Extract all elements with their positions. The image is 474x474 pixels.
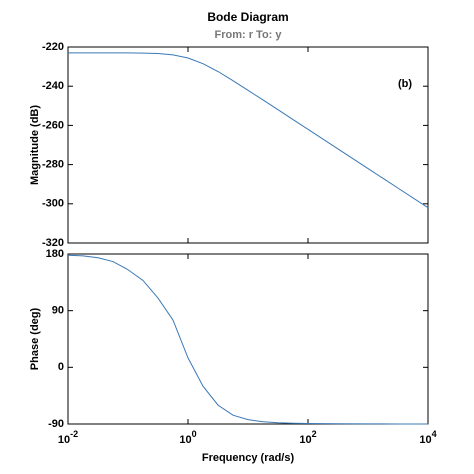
chart-subtitle: From: r To: y	[214, 29, 282, 41]
y-tick-label: 0	[58, 361, 64, 373]
x-tick-base: 10	[58, 434, 70, 446]
y-tick-label: -280	[42, 159, 64, 171]
x-tick-label: 10-2	[58, 429, 78, 446]
x-axis-label: Frequency (rad/s)	[202, 452, 295, 464]
x-tick-exponent: 0	[192, 429, 197, 439]
y-tick-label: -240	[42, 80, 64, 92]
x-tick-exponent: -2	[70, 429, 78, 439]
x-tick-base: 10	[179, 434, 191, 446]
x-tick-label: 104	[419, 429, 436, 446]
y-tick-label: 90	[52, 305, 64, 317]
y-tick-label: -220	[42, 41, 64, 53]
y-tick-label: -90	[48, 418, 64, 430]
y-tick-label: -260	[42, 119, 64, 131]
plot-frame	[67, 46, 429, 244]
chart-title: Bode Diagram	[207, 10, 288, 24]
y-tick-label: 180	[46, 248, 64, 260]
y-axis-label: Magnitude (dB)	[29, 105, 41, 185]
x-tick-label: 102	[299, 429, 316, 446]
data-line	[68, 52, 429, 209]
x-tick-exponent: 2	[312, 429, 317, 439]
x-tick-exponent: 4	[432, 429, 437, 439]
data-line	[67, 254, 428, 425]
annotation: (b)	[398, 78, 412, 90]
y-axis-label: Phase (deg)	[29, 307, 41, 370]
x-tick-base: 10	[419, 434, 431, 446]
x-tick-label: 100	[179, 429, 196, 446]
x-tick-base: 10	[299, 434, 311, 446]
y-tick-label: -300	[42, 198, 64, 210]
y-tick-label: -320	[42, 237, 64, 249]
plot-frame	[67, 253, 429, 425]
